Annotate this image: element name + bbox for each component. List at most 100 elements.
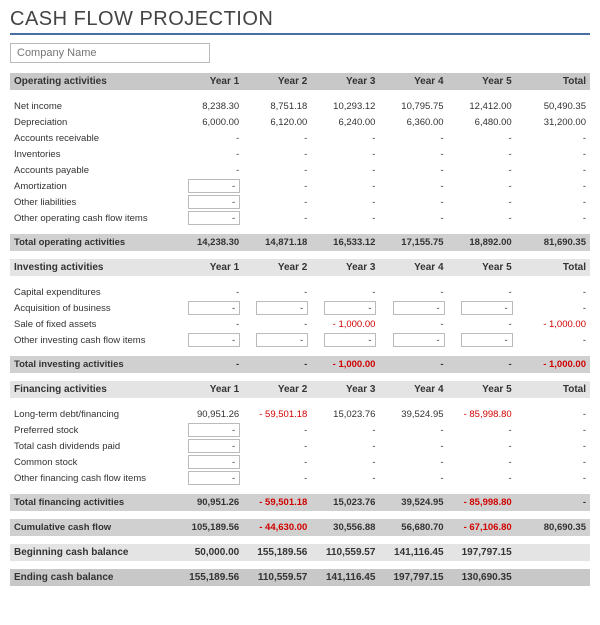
row-label: Accounts payable bbox=[10, 162, 175, 178]
row-label: Long-term debt/financing bbox=[10, 406, 175, 422]
total-row: Total investing activities--- 1,000.00--… bbox=[10, 356, 590, 373]
total-total: - bbox=[516, 494, 590, 511]
total-label: Beginning cash balance bbox=[10, 544, 175, 561]
cell-total: - bbox=[516, 146, 590, 162]
row-label: Other financing cash flow items bbox=[10, 470, 175, 486]
cell-y3: - bbox=[311, 422, 379, 438]
total-y1: 50,000.00 bbox=[175, 544, 243, 561]
cell-y3: - bbox=[311, 454, 379, 470]
cell-y1: - bbox=[175, 146, 243, 162]
cell-y4: - bbox=[379, 162, 447, 178]
cell-y3: - bbox=[311, 210, 379, 226]
total-y1: 155,189.56 bbox=[175, 569, 243, 586]
section-header: Operating activitiesYear 1Year 2Year 3Ye… bbox=[10, 73, 590, 90]
total-label: Cumulative cash flow bbox=[10, 519, 175, 536]
cell-y1: - bbox=[175, 210, 243, 226]
row-label: Amortization bbox=[10, 178, 175, 194]
cell-y5: - bbox=[448, 194, 516, 210]
total-y4: - bbox=[379, 356, 447, 373]
cell-y2: - bbox=[243, 130, 311, 146]
total-label: Total financing activities bbox=[10, 494, 175, 511]
cell-y3: - 1,000.00 bbox=[311, 316, 379, 332]
cell-total: - bbox=[516, 162, 590, 178]
table-row: Preferred stock------ bbox=[10, 422, 590, 438]
table-row: Acquisition of business------ bbox=[10, 300, 590, 316]
cell-y2: - bbox=[243, 210, 311, 226]
table-row: Other investing cash flow items------ bbox=[10, 332, 590, 348]
table-row: Other operating cash flow items------ bbox=[10, 210, 590, 226]
col-header-y4: Year 4 bbox=[379, 381, 447, 398]
table-row: Accounts receivable------ bbox=[10, 130, 590, 146]
cell-y5: - bbox=[448, 422, 516, 438]
cell-y2: - bbox=[243, 146, 311, 162]
cell-y5: - bbox=[448, 178, 516, 194]
cell-y1: - bbox=[175, 332, 243, 348]
total-y2: - 59,501.18 bbox=[243, 494, 311, 511]
row-label: Inventories bbox=[10, 146, 175, 162]
cell-y3: 6,240.00 bbox=[311, 114, 379, 130]
cell-y2: - 59,501.18 bbox=[243, 406, 311, 422]
company-name-input[interactable] bbox=[10, 43, 210, 63]
total-y2: - 44,630.00 bbox=[243, 519, 311, 536]
total-row: Cumulative cash flow105,189.56- 44,630.0… bbox=[10, 519, 590, 536]
section-label: Operating activities bbox=[10, 73, 175, 90]
row-label: Common stock bbox=[10, 454, 175, 470]
cell-y2: 8,751.18 bbox=[243, 98, 311, 114]
cell-y2: - bbox=[243, 284, 311, 300]
total-y3: 15,023.76 bbox=[311, 494, 379, 511]
cell-y3: - bbox=[311, 130, 379, 146]
cell-y1: 6,000.00 bbox=[175, 114, 243, 130]
total-y5: 130,690.35 bbox=[448, 569, 516, 586]
total-y1: 105,189.56 bbox=[175, 519, 243, 536]
col-header-y5: Year 5 bbox=[448, 259, 516, 276]
cell-total: - bbox=[516, 406, 590, 422]
col-header-y2: Year 2 bbox=[243, 73, 311, 90]
total-y4: 39,524.95 bbox=[379, 494, 447, 511]
col-header-y4: Year 4 bbox=[379, 259, 447, 276]
cell-y5: 12,412.00 bbox=[448, 98, 516, 114]
total-y5: 197,797.15 bbox=[448, 544, 516, 561]
cell-total: - bbox=[516, 284, 590, 300]
table-row: Other financing cash flow items------ bbox=[10, 470, 590, 486]
cell-y3: 15,023.76 bbox=[311, 406, 379, 422]
cell-y1: - bbox=[175, 316, 243, 332]
total-y3: 110,559.57 bbox=[311, 544, 379, 561]
table-row: Common stock------ bbox=[10, 454, 590, 470]
cell-y3: - bbox=[311, 300, 379, 316]
cell-y2: - bbox=[243, 422, 311, 438]
section-header: Investing activitiesYear 1Year 2Year 3Ye… bbox=[10, 259, 590, 276]
page-title: CASH FLOW PROJECTION bbox=[10, 8, 590, 31]
cell-y3: - bbox=[311, 284, 379, 300]
cell-y3: - bbox=[311, 194, 379, 210]
cell-y1: - bbox=[175, 470, 243, 486]
cell-y5: - 85,998.80 bbox=[448, 406, 516, 422]
total-total: 80,690.35 bbox=[516, 519, 590, 536]
row-label: Acquisition of business bbox=[10, 300, 175, 316]
total-row: Total operating activities14,238.3014,87… bbox=[10, 234, 590, 251]
total-y4: 17,155.75 bbox=[379, 234, 447, 251]
cell-y3: - bbox=[311, 146, 379, 162]
total-total: - 1,000.00 bbox=[516, 356, 590, 373]
cell-y5: - bbox=[448, 454, 516, 470]
cell-y1: - bbox=[175, 178, 243, 194]
cell-y2: - bbox=[243, 178, 311, 194]
row-label: Accounts receivable bbox=[10, 130, 175, 146]
total-row: Ending cash balance155,189.56110,559.571… bbox=[10, 569, 590, 586]
total-y5: - 85,998.80 bbox=[448, 494, 516, 511]
cell-total: 31,200.00 bbox=[516, 114, 590, 130]
col-header-y3: Year 3 bbox=[311, 73, 379, 90]
total-y4: 197,797.15 bbox=[379, 569, 447, 586]
cell-y4: - bbox=[379, 146, 447, 162]
cell-y4: - bbox=[379, 470, 447, 486]
cell-y4: - bbox=[379, 178, 447, 194]
row-label: Other investing cash flow items bbox=[10, 332, 175, 348]
cell-y5: - bbox=[448, 130, 516, 146]
cell-y5: - bbox=[448, 470, 516, 486]
cell-y4: - bbox=[379, 316, 447, 332]
total-y3: 30,556.88 bbox=[311, 519, 379, 536]
table-row: Other liabilities------ bbox=[10, 194, 590, 210]
col-header-y4: Year 4 bbox=[379, 73, 447, 90]
cell-y1: - bbox=[175, 162, 243, 178]
cell-y2: - bbox=[243, 194, 311, 210]
table-row: Inventories------ bbox=[10, 146, 590, 162]
